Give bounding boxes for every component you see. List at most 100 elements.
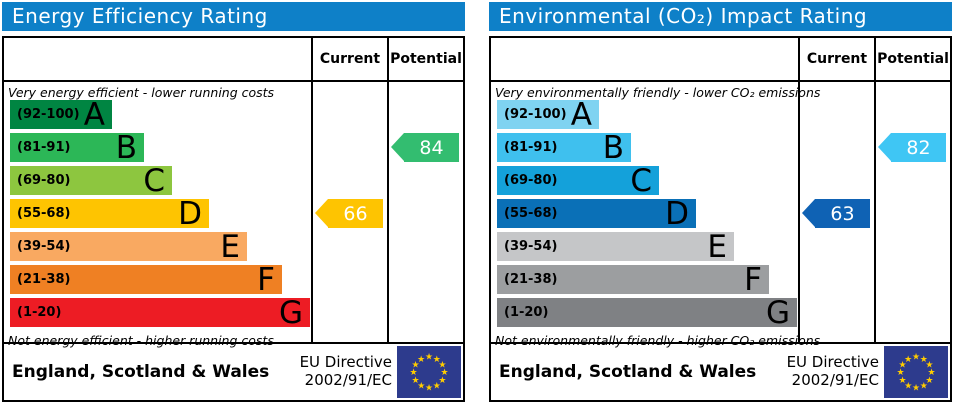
potential-rating-pointer: 84	[391, 133, 459, 162]
current-rating-pointer-value: 63	[815, 199, 870, 228]
band-g: (1-20) G	[10, 297, 310, 328]
energy-table-header-row: Current Potential	[4, 38, 463, 82]
svg-text:★: ★	[899, 376, 907, 386]
band-letter: G	[765, 294, 790, 331]
region-label: England, Scotland & Wales	[499, 362, 757, 382]
header-spacer	[4, 38, 311, 80]
eu-directive-line2: 2002/91/EC	[304, 371, 392, 389]
band-c: (69-80) C	[497, 162, 659, 199]
band-range-label: (21-38)	[504, 272, 558, 287]
current-column-header: Current	[798, 38, 874, 80]
svg-text:★: ★	[417, 382, 425, 392]
band-range-label: (69-80)	[17, 173, 71, 188]
potential-rating-pointer-value: 84	[404, 133, 459, 162]
current-rating-pointer: 63	[802, 199, 870, 228]
band-d: (55-68) D	[10, 195, 209, 232]
svg-text:★: ★	[920, 382, 928, 392]
svg-text:★: ★	[904, 355, 912, 365]
band-e: (39-54) E	[497, 228, 734, 265]
energy-rating-table: Current Potential Very energy efficient …	[2, 36, 465, 402]
band-row: (21-38) F	[497, 264, 798, 295]
potential-column-header: Potential	[387, 38, 463, 80]
environmental-table-footer: England, Scotland & Wales EU Directive 2…	[491, 342, 950, 400]
band-b: (81-91) B	[10, 132, 144, 163]
band-row: (81-91) B	[10, 132, 311, 163]
svg-text:★: ★	[920, 355, 928, 365]
svg-text:★: ★	[433, 382, 441, 392]
band-row: (21-38) F	[10, 261, 311, 298]
eu-directive-line2: 2002/91/EC	[791, 371, 879, 389]
band-d: (55-68) D	[497, 195, 696, 232]
band-letter: C	[630, 162, 652, 199]
band-f: (21-38) F	[497, 264, 769, 295]
current-column: 63	[798, 82, 874, 342]
svg-text:★: ★	[425, 384, 433, 394]
energy-table-footer: England, Scotland & Wales EU Directive 2…	[4, 342, 463, 400]
environmental-panel-title: Environmental (CO₂) Impact Rating	[489, 2, 952, 31]
band-row: (1-20) G	[497, 294, 798, 331]
band-letter: D	[665, 195, 689, 232]
svg-text:★: ★	[896, 368, 904, 378]
eu-directive-line1: EU Directive	[299, 353, 392, 372]
band-range-label: (39-54)	[17, 239, 71, 254]
region-label: England, Scotland & Wales	[12, 362, 270, 382]
band-row: (92-100) A	[497, 96, 798, 133]
current-rating-pointer-value: 66	[328, 199, 383, 228]
environmental-rating-table: Current Potential Very environmentally f…	[489, 36, 952, 402]
band-letter: B	[602, 129, 624, 166]
svg-text:★: ★	[912, 384, 920, 394]
pointer-left-arrow-tip	[391, 133, 404, 161]
energy-table-body: Very energy efficient - lower running co…	[4, 82, 463, 348]
band-row: (1-20) G	[10, 297, 311, 328]
top-caption: Very environmentally friendly - lower CO…	[495, 85, 821, 100]
bottom-caption: Not energy efficient - higher running co…	[8, 333, 274, 348]
band-letter: A	[570, 96, 592, 133]
band-range-label: (92-100)	[504, 107, 567, 122]
band-range-label: (21-38)	[17, 272, 71, 287]
band-row: (69-80) C	[10, 165, 311, 196]
band-c: (69-80) C	[10, 165, 172, 196]
band-letter: E	[707, 228, 727, 265]
energy-panel-title: Energy Efficiency Rating	[2, 2, 465, 31]
band-row: (39-54) E	[10, 231, 311, 262]
eu-directive-label: EU Directive 2002/91/EC	[299, 353, 392, 389]
band-row: (92-100) A	[10, 96, 311, 133]
svg-text:★: ★	[925, 376, 933, 386]
top-caption: Very energy efficient - lower running co…	[8, 85, 275, 100]
potential-column-header: Potential	[874, 38, 950, 80]
eu-flag-icon: ★ ★★★★★★★★★★★	[397, 346, 461, 398]
band-range-label: (81-91)	[17, 140, 71, 155]
eu-flag-icon: ★ ★★★★★★★★★★★	[884, 346, 948, 398]
header-spacer	[491, 38, 798, 80]
band-a: (92-100) A	[10, 96, 112, 133]
band-row: (55-68) D	[10, 195, 311, 232]
svg-text:★: ★	[925, 360, 933, 370]
pointer-left-arrow-tip	[802, 199, 815, 227]
svg-text:★: ★	[438, 376, 446, 386]
band-range-label: (1-20)	[504, 305, 549, 320]
environmental-table-body: Very environmentally friendly - lower CO…	[491, 82, 950, 348]
bottom-caption: Not environmentally friendly - higher CO…	[495, 333, 821, 348]
svg-text:★: ★	[417, 355, 425, 365]
svg-text:★: ★	[899, 360, 907, 370]
band-range-label: (39-54)	[504, 239, 558, 254]
band-row: (55-68) D	[497, 195, 798, 232]
svg-text:★: ★	[412, 360, 420, 370]
band-letter: D	[178, 195, 202, 232]
pointer-left-arrow-tip	[878, 133, 891, 161]
svg-text:★: ★	[927, 368, 935, 378]
band-list: (92-100) A (81-91) B (69-80) C (55-68) D (39-54)…	[4, 96, 311, 328]
eu-directive-line1: EU Directive	[786, 353, 879, 372]
band-row: (69-80) C	[497, 162, 798, 199]
svg-text:★: ★	[425, 353, 433, 363]
potential-rating-pointer-value: 82	[891, 133, 946, 162]
band-letter: A	[83, 96, 105, 133]
band-f: (21-38) F	[10, 261, 282, 298]
band-letter: F	[257, 261, 275, 298]
current-rating-pointer: 66	[315, 199, 383, 228]
svg-text:★: ★	[440, 368, 448, 378]
energy-band-chart: Very energy efficient - lower running co…	[4, 82, 311, 348]
band-e: (39-54) E	[10, 231, 247, 262]
current-column: 66	[311, 82, 387, 342]
